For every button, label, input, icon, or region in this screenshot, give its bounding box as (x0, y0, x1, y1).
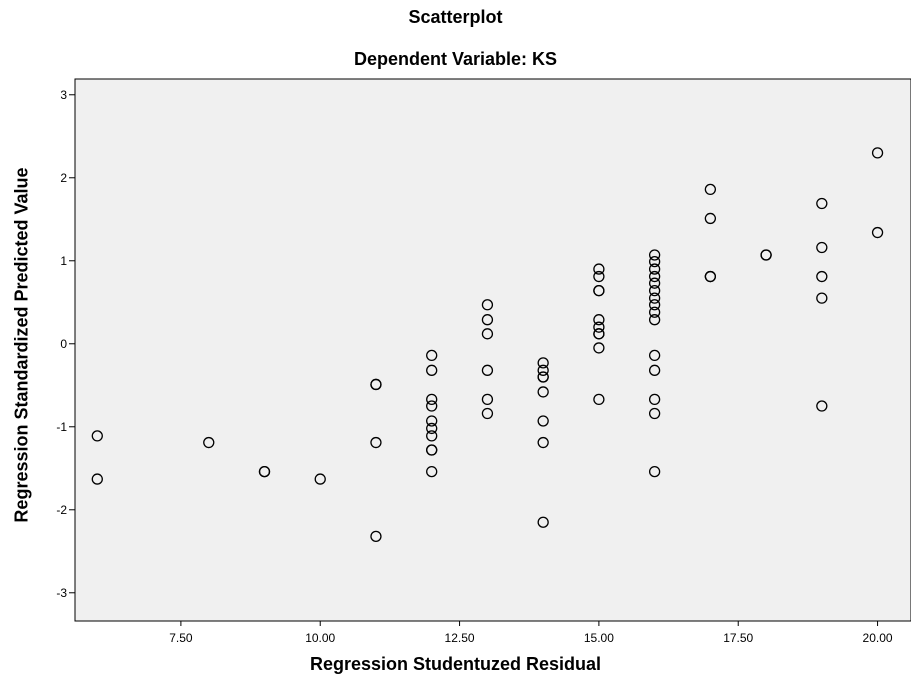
data-point (481, 299, 494, 311)
x-tick-label: 15.00 (584, 631, 614, 645)
data-point (370, 436, 382, 449)
data-point (426, 400, 438, 412)
data-point (760, 249, 772, 261)
data-point (648, 277, 661, 289)
data-point (481, 314, 494, 326)
data-point (91, 473, 103, 485)
data-point (481, 364, 494, 376)
x-tick-label: 7.50 (169, 631, 193, 645)
y-tick-label: -3 (56, 586, 67, 600)
data-point (91, 430, 103, 442)
data-point (648, 255, 661, 268)
data-point (537, 357, 549, 369)
data-points (91, 147, 884, 542)
data-point (648, 285, 661, 297)
data-point (871, 226, 884, 239)
data-point (537, 516, 549, 528)
x-tick-label: 17.50 (723, 631, 753, 645)
data-point (314, 473, 326, 485)
data-point (648, 292, 661, 304)
y-axis: -3 -2 -1 0 1 2 3 (56, 88, 75, 600)
data-point (203, 436, 215, 449)
data-point (648, 306, 661, 318)
data-point (426, 393, 438, 406)
data-point (593, 342, 605, 354)
data-point (648, 465, 661, 478)
data-point (537, 386, 549, 398)
data-point (370, 378, 382, 391)
x-tick-label: 10.00 (305, 631, 335, 645)
data-point (648, 263, 661, 275)
data-point (537, 371, 549, 383)
x-axis: 7.50 10.00 12.50 15.00 17.50 20.00 (169, 621, 893, 645)
data-point (481, 328, 494, 340)
data-point (704, 183, 717, 196)
data-point (593, 328, 605, 340)
plot-area (74, 78, 911, 622)
data-point (426, 465, 438, 478)
x-axis-label: Regression Studentuzed Residual (309, 654, 602, 674)
data-point (648, 249, 661, 261)
data-point (648, 407, 661, 420)
data-point (537, 364, 549, 376)
data-point (648, 270, 661, 283)
chart-subtitle: Dependent Variable: KS (353, 49, 558, 69)
data-point (426, 364, 438, 376)
data-point (593, 285, 605, 297)
data-point (816, 400, 828, 412)
data-point (648, 314, 661, 326)
data-point (704, 270, 717, 283)
data-point (593, 270, 605, 283)
data-point (426, 415, 438, 427)
data-point (426, 444, 438, 456)
data-point (816, 270, 828, 283)
y-tick-label: 2 (60, 171, 67, 185)
data-point (593, 263, 605, 275)
chart-title: Scatterplot (408, 7, 503, 27)
y-tick-label: 0 (60, 337, 67, 351)
data-point (593, 321, 605, 333)
data-point (816, 292, 828, 304)
data-point (816, 197, 828, 210)
data-point (537, 415, 549, 427)
y-tick-label: -1 (56, 420, 67, 434)
data-point (481, 407, 494, 420)
data-point (704, 212, 717, 225)
y-tick-label: -2 (56, 503, 67, 517)
data-point (426, 422, 438, 435)
data-point (426, 430, 438, 442)
data-point (871, 147, 884, 159)
data-point (370, 530, 382, 542)
x-tick-label: 12.50 (445, 631, 475, 645)
data-point (258, 465, 271, 478)
x-tick-label: 20.00 (863, 631, 893, 645)
data-point (648, 299, 661, 311)
data-point (537, 436, 549, 449)
data-point (593, 314, 605, 326)
data-point (648, 349, 661, 362)
data-point (426, 349, 438, 362)
data-point (648, 364, 661, 376)
data-point (816, 241, 828, 254)
data-point (481, 393, 494, 406)
y-tick-label: 3 (60, 88, 67, 102)
data-point (593, 393, 605, 406)
y-tick-label: 1 (60, 254, 67, 268)
data-point (648, 393, 661, 406)
